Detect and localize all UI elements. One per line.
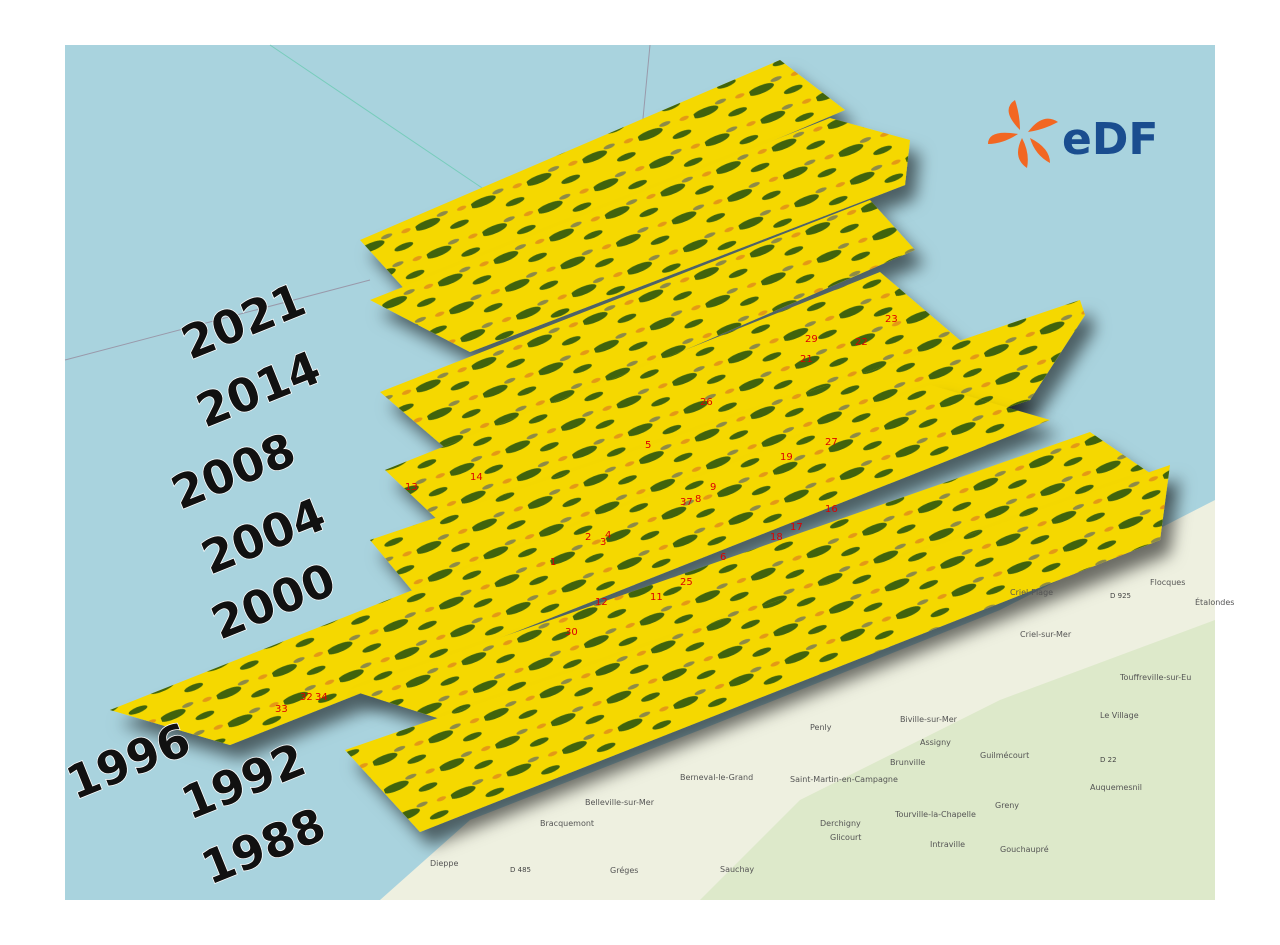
place-label: Bracquemont (540, 819, 594, 828)
survey-layer (345, 465, 1170, 832)
place-label: Biville-sur-Mer (900, 715, 958, 724)
survey-layer (370, 300, 1085, 600)
survey-point-label: 4 (605, 530, 611, 541)
survey-layer (110, 385, 1050, 745)
survey-point-label: 3 (600, 537, 606, 548)
layer-texture (370, 118, 910, 352)
survey-layer (350, 432, 1160, 722)
layer-texture (350, 432, 1160, 722)
survey-point-label: 33 (275, 704, 288, 715)
survey-point-label: 26 (700, 397, 713, 408)
layer-texture (345, 465, 1170, 832)
place-label: Assigny (920, 738, 951, 747)
road-label: D 925 (1110, 592, 1131, 600)
survey-point-label: 5 (645, 440, 651, 451)
place-label: Berneval-le-Grand (680, 773, 753, 782)
survey-layer (360, 60, 845, 295)
logo-text: eDF (1062, 114, 1158, 165)
survey-point-label: 23 (885, 314, 898, 325)
place-label: Glicourt (830, 833, 861, 842)
place-label: Penly (810, 723, 832, 732)
place-label: Saint-Martin-en-Campagne (790, 775, 898, 784)
survey-point-label: 19 (780, 452, 793, 463)
survey-point-label: 1 (550, 557, 556, 568)
survey-point-label: 30 (565, 627, 578, 638)
place-label: Dieppe (430, 859, 458, 868)
survey-point-label: 18 (770, 532, 783, 543)
place-label: Criel-sur-Mer (1020, 630, 1072, 639)
layer-texture (370, 300, 1085, 600)
survey-point-label: 25 (680, 577, 693, 588)
survey-point-label: 12 (595, 597, 608, 608)
boundary-line (269, 44, 501, 201)
survey-layer (385, 272, 1030, 522)
survey-point-label: 34 (315, 692, 328, 703)
boundary-line (64, 279, 371, 361)
place-label: Derchigny (820, 819, 861, 828)
place-label: Sauchay (720, 865, 754, 874)
survey-point-label: 22 (855, 337, 868, 348)
survey-layer (380, 200, 915, 452)
place-label: Auquemesnil (1090, 783, 1142, 792)
place-label: Intraville (930, 840, 965, 849)
survey-layers (110, 60, 1170, 832)
survey-point-label: 11 (650, 592, 663, 603)
place-label: Guilmécourt (980, 750, 1029, 760)
survey-point-label: 14 (470, 472, 483, 483)
survey-point-label: 8 (695, 494, 701, 505)
survey-point-label: 13 (405, 482, 418, 493)
survey-point-label: 37 (680, 497, 693, 508)
survey-point-label: 27 (825, 437, 838, 448)
edf-logo: eDF (988, 100, 1158, 168)
place-label: Le Village (1100, 711, 1139, 720)
survey-point-label: 17 (790, 522, 803, 533)
road-label: D 485 (510, 866, 531, 874)
place-label: Greny (995, 801, 1019, 810)
survey-point-label: 21 (800, 354, 813, 365)
place-label: Criel-Plage (1010, 588, 1053, 597)
survey-point-label: 29 (805, 334, 818, 345)
survey-layer (370, 118, 910, 352)
survey-point-label: 6 (720, 552, 726, 563)
place-label: Tourville-la-Chapelle (894, 810, 976, 819)
layer-texture (360, 60, 845, 295)
survey-point-label: 32 (300, 692, 313, 703)
place-label: Flocques (1150, 578, 1185, 587)
layer-texture (380, 200, 915, 452)
survey-point-label: 9 (710, 482, 716, 493)
road-label: D 22 (1100, 756, 1117, 764)
layer-texture (110, 385, 1050, 745)
place-label: Gréges (610, 865, 638, 875)
place-label: Gouchaupré (1000, 844, 1049, 854)
place-label: Touffreville-sur-Eu (1119, 673, 1191, 682)
place-label: Belleville-sur-Mer (585, 798, 655, 807)
place-label: Brunville (890, 758, 925, 767)
layer-texture (385, 272, 1030, 522)
survey-point-label: 2 (585, 532, 591, 543)
survey-point-label: 16 (825, 504, 838, 515)
land-fields (700, 620, 1215, 900)
place-label: Étalondes (1195, 596, 1234, 607)
